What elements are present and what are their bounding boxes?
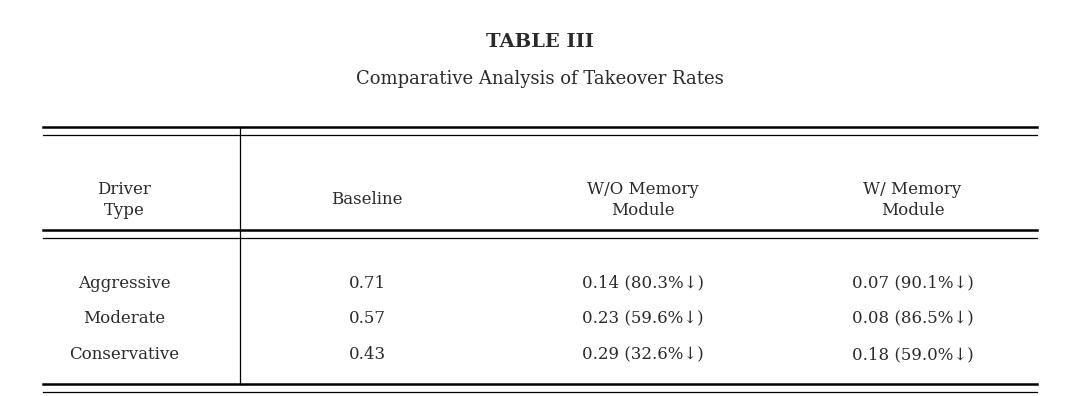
Text: Conservative: Conservative	[69, 346, 179, 363]
Text: Moderate: Moderate	[83, 310, 165, 327]
Text: 0.43: 0.43	[349, 346, 386, 363]
Text: Baseline: Baseline	[332, 192, 403, 208]
Text: 0.23 (59.6%↓): 0.23 (59.6%↓)	[582, 310, 703, 327]
Text: 0.71: 0.71	[349, 275, 386, 291]
Text: 0.08 (86.5%↓): 0.08 (86.5%↓)	[852, 310, 973, 327]
Text: Comparative Analysis of Takeover Rates: Comparative Analysis of Takeover Rates	[356, 70, 724, 88]
Text: W/O Memory
Module: W/O Memory Module	[586, 181, 699, 219]
Text: 0.14 (80.3%↓): 0.14 (80.3%↓)	[582, 275, 703, 291]
Text: TABLE III: TABLE III	[486, 32, 594, 51]
Text: 0.07 (90.1%↓): 0.07 (90.1%↓)	[852, 275, 973, 291]
Text: Driver
Type: Driver Type	[97, 181, 151, 219]
Text: Aggressive: Aggressive	[78, 275, 171, 291]
Text: W/ Memory
Module: W/ Memory Module	[864, 181, 961, 219]
Text: 0.29 (32.6%↓): 0.29 (32.6%↓)	[582, 346, 703, 363]
Text: 0.57: 0.57	[349, 310, 386, 327]
Text: 0.18 (59.0%↓): 0.18 (59.0%↓)	[852, 346, 973, 363]
